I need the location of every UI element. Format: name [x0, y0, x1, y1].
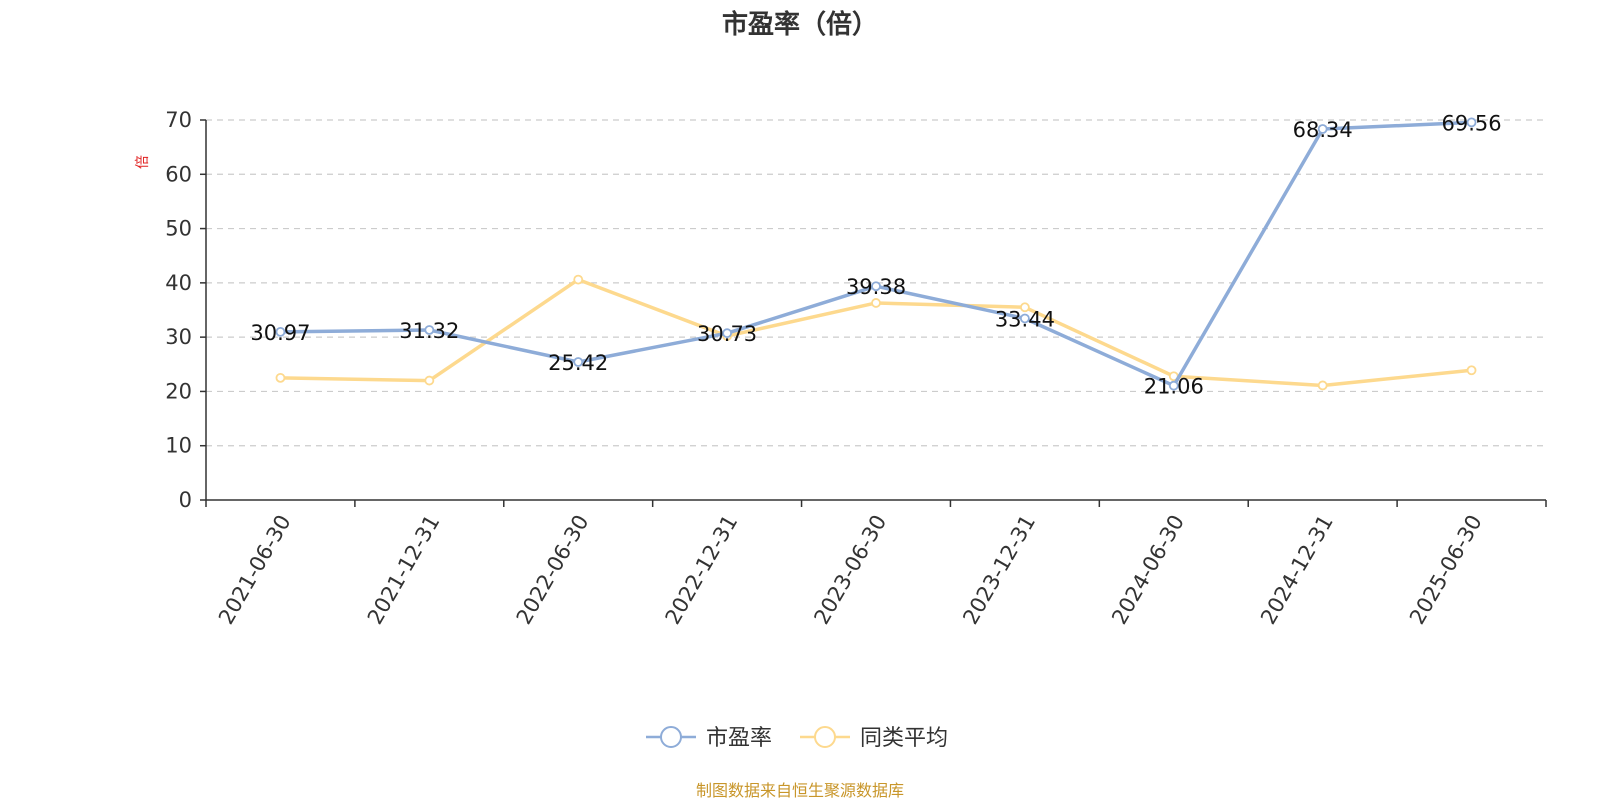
pe-ratio-data-label: 21.06 — [1144, 375, 1204, 399]
x-tick-label: 2022-06-30 — [512, 511, 594, 629]
legend-marker-0 — [660, 726, 682, 748]
legend-marker-1 — [814, 726, 836, 748]
peer-average-point — [1019, 302, 1030, 313]
pe-ratio-data-label: 31.32 — [399, 319, 459, 343]
data-source-note: 制图数据来自恒生聚源数据库 — [696, 781, 904, 800]
pe-ratio-point — [573, 357, 584, 367]
pe-ratio-data-label: 39.38 — [846, 275, 906, 299]
y-tick-label: 70 — [165, 108, 192, 132]
y-tick-label: 40 — [165, 271, 192, 295]
grid-lines — [206, 119, 1546, 447]
x-tick-label: 2022-12-31 — [661, 511, 743, 629]
pe-ratio-point — [1019, 313, 1030, 324]
pe-ratio-point — [1168, 380, 1179, 391]
y-tick-label: 30 — [165, 325, 192, 349]
x-tick-label: 2021-12-31 — [363, 511, 445, 629]
x-tick-label: 2023-12-31 — [958, 511, 1040, 629]
x-tick-label: 2024-06-30 — [1107, 511, 1189, 629]
legend-label-0: 市盈率 — [706, 726, 772, 751]
pe-ratio-point — [275, 326, 286, 337]
x-tick-label: 2024-12-31 — [1256, 511, 1338, 629]
legend-label-1: 同类平均 — [860, 726, 948, 751]
peer-average-point — [573, 274, 584, 285]
peer-average-point — [424, 375, 435, 386]
x-tick-label: 2023-06-30 — [809, 511, 891, 629]
y-tick-label: 60 — [165, 162, 192, 186]
y-tick-label: 50 — [165, 217, 192, 241]
pe-ratio-line — [280, 120, 1472, 388]
peer-average-point — [275, 372, 286, 383]
pe-ratio-data-label: 30.97 — [250, 321, 310, 345]
peer-average-point — [1466, 365, 1477, 376]
legend: 市盈率 同类平均 — [646, 726, 948, 751]
chart-title: 市盈率（倍） — [722, 9, 878, 40]
x-tick-label: 2021-06-30 — [214, 511, 296, 629]
pe-ratio-point — [424, 325, 435, 335]
pe-ratio-data-label: 68.34 — [1293, 118, 1353, 142]
pe-ratio-data-label: 25.42 — [548, 351, 608, 375]
peer-average-point — [871, 298, 881, 308]
axes: 0 10 20 30 40 50 60 70 2021-06-30 2021-12-31 2022-… — [165, 108, 1547, 629]
y-axis-unit-label: 倍 — [135, 155, 151, 169]
pe-ratio-point — [1466, 117, 1477, 128]
pe-ratio-point — [1317, 124, 1328, 134]
data-labels: 30.97 31.32 25.42 30.73 39.38 33.44 21.06 68.34… — [250, 111, 1501, 398]
series-lines — [275, 117, 1477, 391]
pe-ratio-point — [871, 281, 881, 292]
peer-average-point — [1317, 380, 1328, 391]
pe-ratio-data-label: 69.56 — [1441, 111, 1501, 135]
pe-ratio-point — [722, 328, 733, 339]
y-tick-label: 20 — [165, 379, 192, 403]
x-tick-label: 2025-06-30 — [1405, 511, 1487, 629]
y-tick-label: 0 — [179, 488, 192, 512]
pe-ratio-data-label: 33.44 — [995, 307, 1055, 331]
pe-ratio-data-label: 30.73 — [697, 322, 757, 346]
y-tick-label: 10 — [165, 434, 192, 458]
